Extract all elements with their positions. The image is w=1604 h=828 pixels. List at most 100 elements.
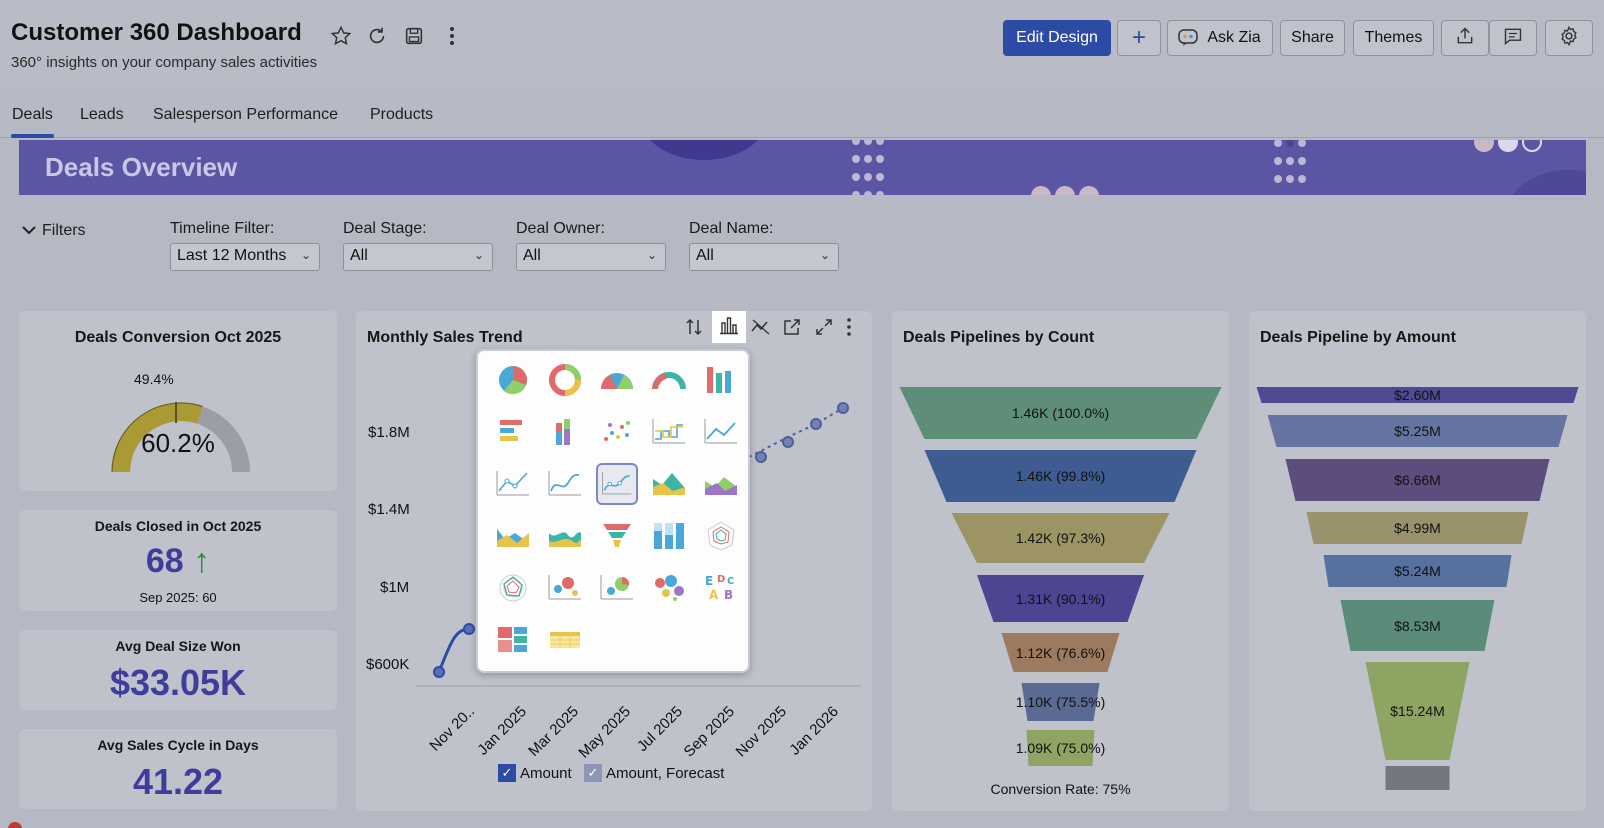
- step-line-chart-icon[interactable]: [648, 411, 690, 453]
- funnel-stage[interactable]: [892, 683, 1229, 721]
- star-icon[interactable]: [329, 24, 353, 48]
- hide-data-icon[interactable]: [750, 317, 772, 342]
- smooth-line-markers-chart-icon[interactable]: [596, 463, 638, 505]
- funnel-stage[interactable]: [892, 633, 1229, 672]
- web-chart-icon[interactable]: [700, 515, 742, 557]
- funnel-stage[interactable]: [1249, 387, 1586, 403]
- timeline-filter-value: Last 12 Months: [177, 247, 287, 264]
- forecast-data-point: [755, 451, 767, 463]
- funnel-chart-icon[interactable]: [596, 515, 638, 557]
- table-chart-icon[interactable]: [544, 619, 586, 661]
- funnel-stage-label: 1.42K (97.3%): [1015, 530, 1106, 546]
- avg-sales-cycle-title: Avg Sales Cycle in Days: [97, 737, 259, 753]
- funnel-stage-label: 1.09K (75.0%): [1015, 740, 1106, 756]
- deals-closed-value: 68: [145, 542, 184, 580]
- add-button[interactable]: +: [1117, 20, 1161, 56]
- stacked-bar-chart-icon[interactable]: [544, 411, 586, 453]
- legend-item-amount-forecast[interactable]: ✓ Amount, Forecast: [584, 764, 724, 782]
- deals-overview-banner: Deals Overview: [19, 140, 1586, 195]
- radial-web-chart-icon[interactable]: [492, 567, 534, 609]
- widget-more-icon[interactable]: [846, 317, 852, 342]
- tab-deals[interactable]: Deals: [12, 106, 53, 123]
- ask-zia-button[interactable]: Ask Zia: [1167, 20, 1273, 56]
- packed-bubble-chart-icon[interactable]: [648, 567, 690, 609]
- forecast-series-line: [748, 407, 844, 458]
- funnel-stage-label: $8.53M: [1394, 617, 1441, 634]
- legend-item-amount[interactable]: ✓ Amount: [498, 764, 572, 782]
- line-chart-icon[interactable]: [700, 411, 742, 453]
- filters-toggle[interactable]: Filters: [22, 222, 86, 240]
- stacked-area-chart-icon[interactable]: [700, 463, 742, 505]
- chevron-down-icon: [22, 222, 36, 240]
- settings-button[interactable]: [1545, 20, 1593, 56]
- deal-stage-select[interactable]: All ⌄: [343, 243, 493, 271]
- funnel-stage[interactable]: [892, 575, 1229, 622]
- funnel-stage[interactable]: [892, 730, 1229, 766]
- chart-type-button[interactable]: [712, 311, 746, 343]
- tab-products[interactable]: Products: [370, 106, 434, 123]
- deals-pipeline-count-card: Deals Pipelines by Count 1.46K (100.0%) 1…: [892, 311, 1229, 811]
- funnel-stage[interactable]: [892, 450, 1229, 502]
- bubble-pie-chart-icon[interactable]: [596, 567, 638, 609]
- funnel-stage-label: 1.31K (90.1%): [1015, 590, 1106, 607]
- donut-chart-icon[interactable]: [544, 359, 586, 401]
- scatter-chart-icon[interactable]: [596, 411, 638, 453]
- tab-salesperson-performance[interactable]: Salesperson Performance: [153, 106, 338, 123]
- funnel-stage[interactable]: [1249, 459, 1586, 501]
- timeline-filter-select[interactable]: Last 12 Months ⌄: [170, 243, 320, 271]
- share-button[interactable]: Share: [1280, 20, 1345, 56]
- funnel-stage[interactable]: [892, 513, 1229, 563]
- funnel-stage[interactable]: [1249, 662, 1586, 760]
- percent-stacked-bar-chart-icon[interactable]: [648, 515, 690, 557]
- tab-leads[interactable]: Leads: [80, 106, 124, 123]
- save-icon[interactable]: [402, 24, 426, 48]
- export-button[interactable]: [1441, 20, 1489, 56]
- funnel-stage[interactable]: [1249, 555, 1586, 587]
- themes-button[interactable]: Themes: [1353, 20, 1434, 56]
- funnel-stage-label: 1.46K (99.8%): [1015, 468, 1106, 484]
- semi-donut-chart-icon[interactable]: [648, 359, 690, 401]
- deal-name-select[interactable]: All ⌄: [689, 243, 839, 271]
- sort-icon[interactable]: [684, 317, 704, 342]
- banner-decoration: [1509, 170, 1586, 195]
- funnel-stage[interactable]: [1249, 415, 1586, 447]
- y-tick-label: $600K: [366, 656, 410, 673]
- horizontal-bar-chart-icon[interactable]: [492, 411, 534, 453]
- smooth-area-chart-icon[interactable]: [544, 515, 586, 557]
- semi-pie-chart-icon[interactable]: [596, 359, 638, 401]
- funnel-stage-label: $6.66M: [1394, 472, 1441, 488]
- conversion-value: 60.2%: [141, 428, 215, 458]
- pie-chart-icon[interactable]: [492, 359, 534, 401]
- comment-icon: [1503, 26, 1523, 51]
- funnel-stage[interactable]: [1249, 600, 1586, 651]
- open-in-new-icon[interactable]: [782, 317, 802, 342]
- edit-design-button[interactable]: Edit Design: [1003, 20, 1111, 56]
- legend-label: Amount, Forecast: [606, 764, 725, 782]
- banner-dot-pattern: [1472, 140, 1586, 159]
- more-options-icon[interactable]: [440, 24, 464, 48]
- avg-deal-size-title: Avg Deal Size Won: [115, 638, 241, 654]
- deals-pipeline-count-title: Deals Pipelines by Count: [903, 329, 1095, 346]
- banner-decoration: [639, 140, 769, 160]
- funnel-stage[interactable]: [1249, 766, 1586, 790]
- deals-pipeline-amount-title: Deals Pipeline by Amount: [1260, 329, 1456, 346]
- area-chart-icon[interactable]: [648, 463, 690, 505]
- notification-indicator[interactable]: [8, 822, 22, 828]
- bubble-chart-icon[interactable]: [544, 567, 586, 609]
- heatmap-chart-icon[interactable]: [492, 619, 534, 661]
- svg-text:B: B: [724, 588, 733, 602]
- bar-chart-icon[interactable]: [700, 359, 742, 401]
- comments-button[interactable]: [1489, 20, 1537, 56]
- refresh-icon[interactable]: [365, 24, 389, 48]
- avg-sales-cycle-card: Avg Sales Cycle in Days 41.22: [19, 729, 337, 809]
- smooth-line-chart-icon[interactable]: [544, 463, 586, 505]
- expand-icon[interactable]: [814, 317, 834, 342]
- forecast-data-point: [782, 436, 794, 448]
- stream-area-chart-icon[interactable]: [492, 515, 534, 557]
- funnel-stage[interactable]: [1249, 512, 1586, 544]
- funnel-stage[interactable]: [892, 387, 1229, 439]
- line-markers-chart-icon[interactable]: [492, 463, 534, 505]
- amount-series-line: [437, 627, 470, 673]
- deal-owner-select[interactable]: All ⌄: [516, 243, 666, 271]
